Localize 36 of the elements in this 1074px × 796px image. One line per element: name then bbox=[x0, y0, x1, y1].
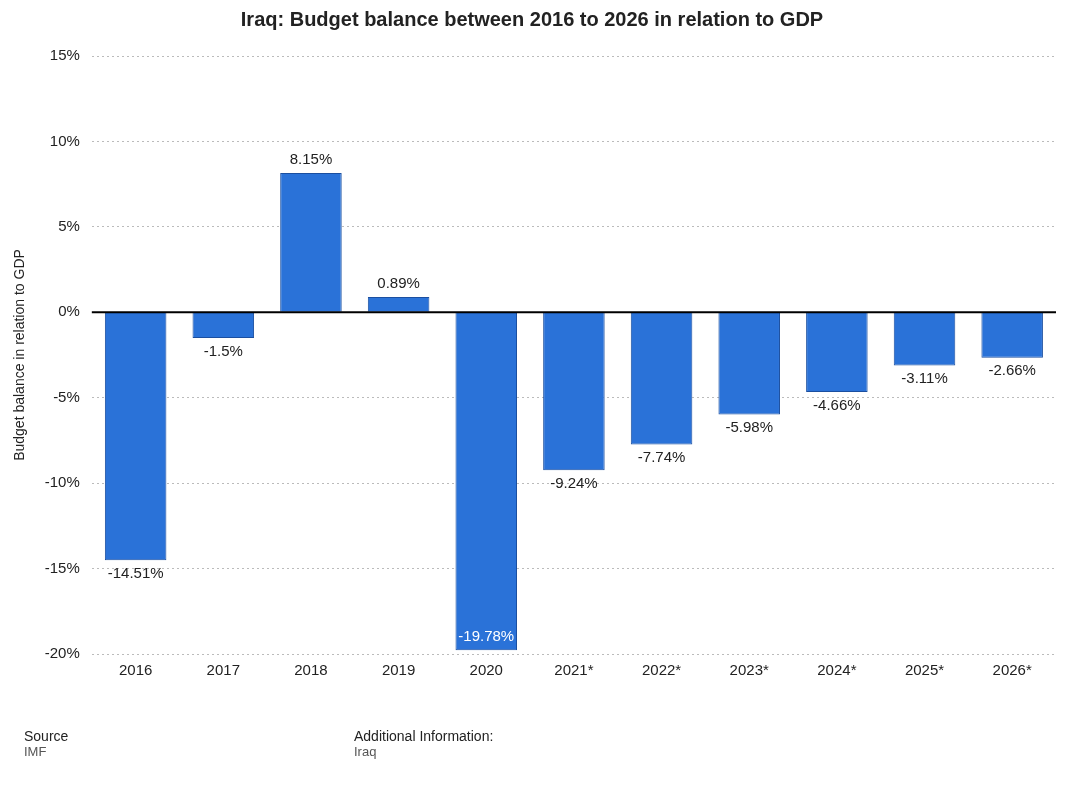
x-tick-label: 2022* bbox=[641, 661, 682, 679]
y-tick-label: 5% bbox=[58, 217, 80, 234]
y-axis-title: Budget balance in relation to GDP bbox=[11, 249, 28, 461]
x-tick-label: 2025* bbox=[904, 661, 945, 679]
x-tick-label: 2018 bbox=[294, 661, 328, 679]
y-tick-label: 10% bbox=[49, 131, 80, 149]
text: Additional Information: bbox=[354, 728, 494, 744]
data-label: -2.66% bbox=[988, 361, 1036, 379]
data-label: -14.51% bbox=[107, 563, 164, 581]
x-tick-label: 2020 bbox=[469, 661, 503, 679]
x-tick-label: 2016 bbox=[118, 661, 153, 679]
y-tick-label: -10% bbox=[44, 473, 80, 491]
y-tick-label: 15% bbox=[49, 46, 80, 64]
data-label: -3.11% bbox=[901, 369, 948, 387]
y-tick-label: 0% bbox=[58, 302, 80, 320]
x-tick-label: 2024* bbox=[817, 661, 857, 679]
x-tick-label: 2026* bbox=[992, 661, 1032, 679]
data-label: -19.78% bbox=[458, 626, 515, 644]
x-tick-label: 2019 bbox=[381, 661, 416, 679]
data-label: -7.74% bbox=[637, 448, 686, 466]
y-tick-label: -5% bbox=[53, 387, 80, 405]
data-label: 8.15% bbox=[289, 149, 333, 167]
data-label: -1.5% bbox=[203, 341, 243, 359]
data-label: -9.24% bbox=[550, 473, 598, 491]
x-tick-label: 2023* bbox=[729, 661, 769, 679]
y-tick-label: -15% bbox=[44, 558, 80, 576]
data-label: 0.89% bbox=[377, 273, 420, 291]
x-tick-label: 2017 bbox=[206, 661, 240, 679]
text: Source bbox=[24, 728, 70, 744]
text: Iraq bbox=[354, 744, 378, 759]
data-label: -5.98% bbox=[725, 418, 773, 436]
x-tick-label: 2021* bbox=[554, 661, 594, 679]
y-tick-label: -20% bbox=[44, 644, 80, 662]
text: IMF bbox=[24, 744, 48, 759]
data-label: -4.66% bbox=[813, 395, 861, 413]
chart-title: Iraq: Budget balance between 2016 to 2026 in relation to GDP bbox=[240, 7, 824, 30]
